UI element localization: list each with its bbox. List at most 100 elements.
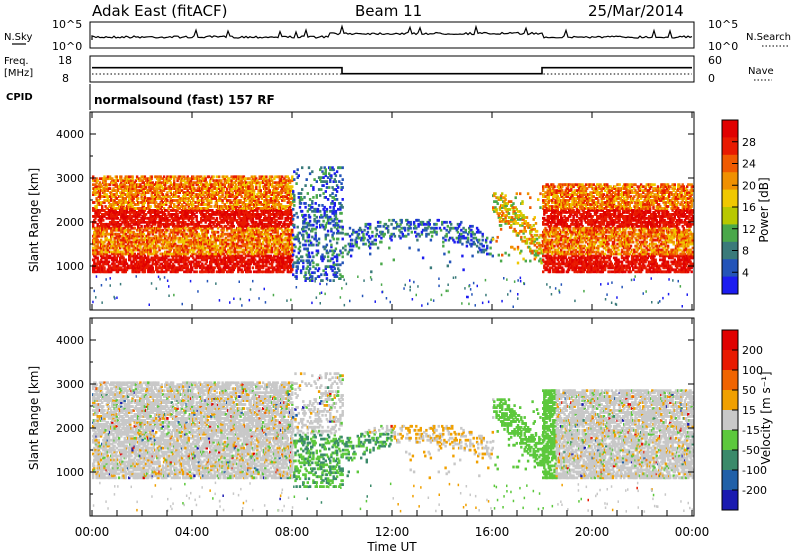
echo-cell <box>270 205 274 208</box>
echo-cell <box>295 172 298 176</box>
echo-cell <box>266 246 269 250</box>
echo-cell <box>256 211 259 214</box>
echo-cell <box>257 228 260 232</box>
echo-cell <box>158 240 161 244</box>
echo-cell <box>293 196 296 199</box>
echo-cell <box>187 203 190 206</box>
echo-cell <box>184 199 187 202</box>
echo-cell <box>283 177 286 181</box>
echo-cell <box>123 183 126 187</box>
echo-cell <box>135 175 139 179</box>
echo-cell <box>202 264 205 268</box>
echo-cell <box>133 234 136 238</box>
echo-cell <box>305 221 308 225</box>
echo-cell <box>106 244 109 248</box>
echo-cell <box>160 256 163 260</box>
echo-cell <box>277 211 280 214</box>
echo-cell <box>255 177 258 181</box>
echo-cell <box>220 179 223 183</box>
echo-cell <box>260 254 264 258</box>
echo-cell <box>186 224 189 228</box>
echo-cell <box>231 211 234 214</box>
echo-cell <box>221 211 224 214</box>
echo-cell <box>160 191 163 194</box>
echo-cell <box>301 188 304 191</box>
echo-cell <box>96 238 99 242</box>
echo-cell <box>298 241 302 245</box>
echo-cell <box>191 222 194 226</box>
echo-cell <box>183 228 186 232</box>
echo-cell <box>130 242 133 246</box>
echo-cell <box>140 197 143 200</box>
echo-cell <box>158 226 161 230</box>
echo-cell <box>211 189 214 192</box>
echo-cell <box>297 247 300 251</box>
echo-cell <box>198 252 202 256</box>
echo-cell <box>252 193 256 196</box>
echo-cell <box>150 177 153 181</box>
echo-cell <box>153 258 157 262</box>
echo-cell <box>143 264 147 268</box>
echo-cell <box>306 265 309 269</box>
echo-cell <box>305 253 308 257</box>
echo-cell <box>159 222 162 226</box>
echo-cell <box>254 197 257 200</box>
echo-cell <box>204 203 207 206</box>
echo-cell <box>121 213 124 216</box>
echo-cell <box>111 244 114 248</box>
echo-cell <box>245 199 248 202</box>
echo-cell <box>275 258 278 262</box>
echo-cell <box>194 177 197 181</box>
echo-cell <box>224 197 228 200</box>
echo-cell <box>93 260 96 264</box>
echo-cell <box>256 252 259 256</box>
echo-cell <box>185 236 188 240</box>
echo-cell <box>254 199 257 202</box>
echo-cell <box>247 222 250 226</box>
echo-cell <box>283 264 286 268</box>
echo-cell <box>105 246 108 250</box>
echo-cell <box>266 258 269 262</box>
echo-cell <box>137 220 140 224</box>
echo-cell <box>210 260 213 264</box>
echo-cell <box>151 185 154 189</box>
echo-cell <box>123 187 126 190</box>
echo-cell <box>273 191 276 194</box>
echo-cell <box>238 215 241 218</box>
echo-cell <box>291 244 294 248</box>
echo-cell <box>275 218 278 222</box>
echo-cell <box>308 198 312 201</box>
echo-cell <box>116 260 120 264</box>
echo-cell <box>94 187 97 190</box>
echo-cell <box>231 191 234 194</box>
echo-cell <box>131 199 134 202</box>
echo-cell <box>146 226 149 230</box>
echo-cell <box>101 250 104 254</box>
echo-cell <box>228 250 231 254</box>
echo-cell <box>215 201 219 204</box>
echo-cell <box>144 177 148 181</box>
echo-cell <box>170 254 174 258</box>
echo-cell <box>103 195 106 198</box>
echo-cell <box>258 218 261 222</box>
echo-cell <box>230 201 233 204</box>
echo-cell <box>175 211 178 214</box>
echo-cell <box>304 279 307 282</box>
echo-cell <box>267 268 270 272</box>
echo-cell <box>158 181 161 185</box>
echo-cell <box>93 236 96 240</box>
echo-cell <box>115 215 118 218</box>
echo-cell <box>134 240 138 244</box>
echo-cell <box>252 191 256 194</box>
echo-cell <box>237 203 240 206</box>
echo-cell <box>215 179 219 183</box>
echo-cell <box>180 268 184 272</box>
echo-cell <box>94 215 97 218</box>
echo-cell <box>245 254 248 258</box>
echo-cell <box>147 242 150 246</box>
echo-cell <box>229 254 232 258</box>
echo-cell <box>130 181 133 185</box>
echo-cell <box>261 240 265 244</box>
echo-cell <box>295 255 298 259</box>
echo-cell <box>131 195 134 198</box>
